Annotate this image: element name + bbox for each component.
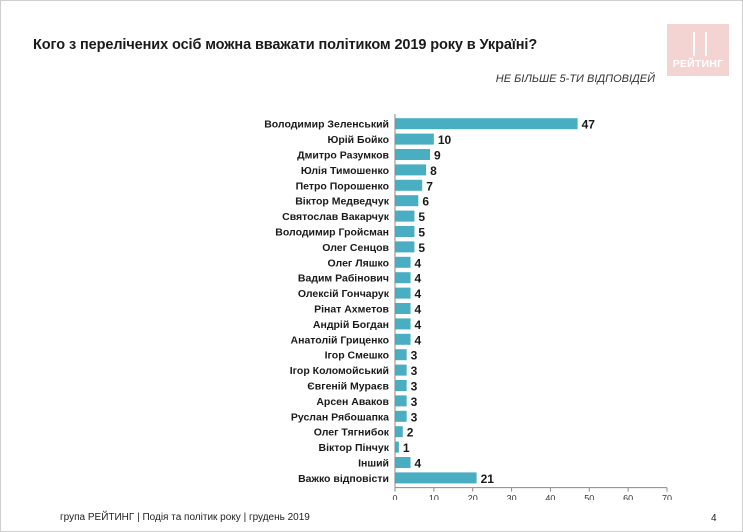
x-tick-label: 50 <box>584 494 594 500</box>
category-label: Олег Тягнибок <box>314 427 390 439</box>
bar <box>395 118 578 130</box>
category-label: Арсен Аваков <box>316 396 389 408</box>
x-tick-label: 20 <box>468 494 478 500</box>
bar <box>395 364 407 376</box>
bar <box>395 349 407 361</box>
logo-text: РЕЙТИНГ <box>672 58 724 70</box>
bar <box>395 210 415 222</box>
data-label: 2 <box>407 426 414 440</box>
chart-subtitle: НЕ БІЛЬШЕ 5-ТИ ВІДПОВІДЕЙ <box>495 73 655 85</box>
category-label: Олег Ляшко <box>328 257 389 269</box>
category-label: Руслан Рябошапка <box>291 411 389 423</box>
bar <box>395 333 411 345</box>
category-label: Віктор Медведчук <box>295 196 390 208</box>
x-tick-label: 60 <box>623 494 633 500</box>
category-label: Анатолій Гриценко <box>291 334 389 346</box>
data-label: 6 <box>422 195 429 209</box>
bar <box>395 472 477 484</box>
data-label: 47 <box>582 118 596 132</box>
x-tick-label: 0 <box>392 494 397 500</box>
x-tick-label: 70 <box>662 494 672 500</box>
data-label: 1 <box>403 441 410 455</box>
bar <box>395 380 407 391</box>
data-label: 4 <box>415 272 422 286</box>
bar <box>395 256 411 268</box>
data-label: 3 <box>411 380 418 394</box>
category-label: Важко відповісти <box>298 473 389 485</box>
category-label: Рінат Ахметов <box>314 304 389 316</box>
category-label: Володимир Гройсман <box>275 227 389 239</box>
category-label: Інший <box>358 458 389 470</box>
category-label: Ігор Коломойський <box>290 365 389 377</box>
bar <box>395 410 407 422</box>
data-label: 4 <box>415 303 422 317</box>
x-tick-label: 40 <box>545 494 555 500</box>
category-label: Євгеній Мураєв <box>307 381 389 393</box>
chart-title: Кого з перелічених осіб можна вважати по… <box>33 37 538 53</box>
logo: РЕЙТИНГ <box>667 24 729 76</box>
category-label: Юрій Бойко <box>328 134 389 146</box>
data-label: 4 <box>415 457 422 471</box>
category-label: Петро Порошенко <box>296 180 389 192</box>
category-label: Віктор Пінчук <box>318 442 389 454</box>
category-label: Олег Сенцов <box>322 242 389 254</box>
bar <box>395 164 427 176</box>
bar <box>395 318 411 330</box>
bar <box>395 457 411 468</box>
data-label: 9 <box>434 149 441 163</box>
bar <box>395 395 407 407</box>
data-label: 3 <box>411 349 418 363</box>
data-label: 4 <box>415 287 422 301</box>
page-number: 4 <box>711 513 717 524</box>
bar <box>395 133 434 145</box>
category-label: Дмитро Разумков <box>297 150 389 162</box>
bar <box>395 149 430 160</box>
bar <box>395 441 399 453</box>
data-label: 4 <box>415 256 422 270</box>
bar <box>395 303 411 314</box>
bar <box>395 179 423 191</box>
category-label: Юлія Тимошенко <box>301 165 389 177</box>
category-label: Ігор Смешко <box>325 350 389 362</box>
data-label: 10 <box>438 133 452 147</box>
x-tick-label: 30 <box>507 494 517 500</box>
bar <box>395 226 415 237</box>
data-label: 7 <box>426 179 433 193</box>
data-label: 4 <box>415 318 422 332</box>
data-label: 5 <box>418 226 425 240</box>
bar <box>395 287 411 299</box>
category-label: Олексій Гончарук <box>298 288 390 300</box>
data-label: 5 <box>418 241 425 255</box>
category-label: Вадим Рабінович <box>298 273 389 285</box>
footer-text: група РЕЙТИНГ | Подія та політик року | … <box>60 512 310 523</box>
data-label: 3 <box>411 395 418 409</box>
bar <box>395 426 403 438</box>
category-label: Володимир Зеленський <box>264 119 389 131</box>
data-label: 5 <box>418 210 425 224</box>
category-label: Андрій Богдан <box>313 319 389 331</box>
data-label: 4 <box>415 333 422 347</box>
data-label: 3 <box>411 410 418 424</box>
bar <box>395 241 415 253</box>
data-label: 8 <box>430 164 437 178</box>
data-label: 21 <box>481 472 495 486</box>
x-tick-label: 10 <box>429 494 439 500</box>
category-label: Святослав Вакарчук <box>282 211 390 223</box>
bar <box>395 195 419 207</box>
data-label: 3 <box>411 364 418 378</box>
logo-mark-icon <box>693 32 707 56</box>
bar <box>395 272 411 284</box>
